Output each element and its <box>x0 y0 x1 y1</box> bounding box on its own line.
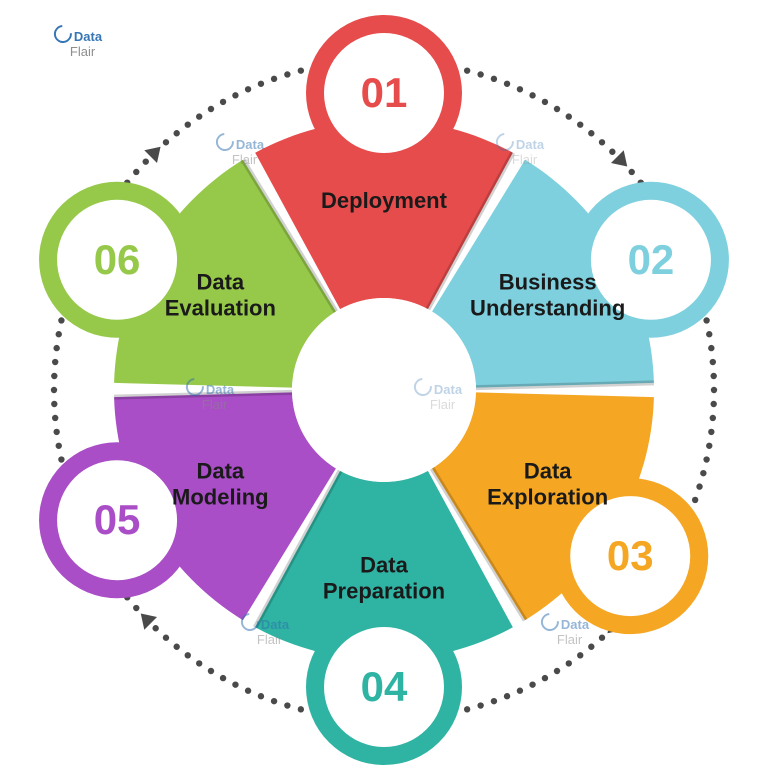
watermark-logo: DataFlair <box>186 378 234 412</box>
watermark-logo: DataFlair <box>496 133 544 167</box>
watermark-logo: DataFlair <box>414 378 462 412</box>
sector-label-06: Data Evaluation <box>165 269 276 322</box>
step-number-03: 03 <box>607 532 654 580</box>
step-number-05: 05 <box>94 496 141 544</box>
sector-label-02: Business Understanding <box>470 269 625 322</box>
watermark-logo: DataFlair <box>216 133 264 167</box>
sector-label-03: Data Exploration <box>487 458 608 511</box>
step-number-01: 01 <box>361 69 408 117</box>
watermark-logo: DataFlair <box>241 613 289 647</box>
sector-label-01: Deployment <box>321 188 447 214</box>
watermark-logo: DataFlair <box>541 613 589 647</box>
sector-label-05: Data Modeling <box>172 458 269 511</box>
watermark-logo: DataFlair <box>54 25 102 59</box>
step-number-04: 04 <box>361 663 408 711</box>
step-number-02: 02 <box>628 236 675 284</box>
step-number-06: 06 <box>94 236 141 284</box>
sector-label-04: Data Preparation <box>323 553 445 606</box>
